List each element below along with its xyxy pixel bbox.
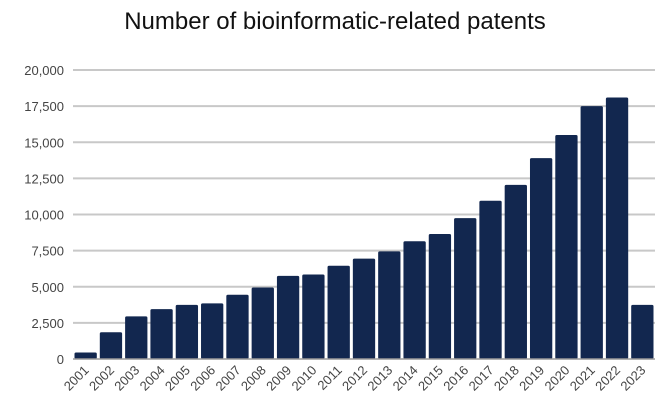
x-tick-label: 2012 xyxy=(339,363,370,394)
x-tick-label: 2013 xyxy=(364,363,395,394)
bar-2008 xyxy=(251,287,274,359)
x-tick-label: 2003 xyxy=(111,363,142,394)
bar-2003 xyxy=(125,316,148,359)
y-tick-label: 20,000 xyxy=(24,63,64,78)
x-tick-label: 2014 xyxy=(390,363,421,394)
bar-2016 xyxy=(454,218,477,359)
bar-2006 xyxy=(201,303,224,359)
bar-2022 xyxy=(605,97,629,359)
bar-2018 xyxy=(504,184,527,359)
bar-2015 xyxy=(428,234,452,359)
bar-2005 xyxy=(175,304,199,359)
bar-2011 xyxy=(327,265,350,359)
bar-2017 xyxy=(479,200,502,359)
x-tick-label: 2004 xyxy=(137,363,168,394)
y-tick-label: 15,000 xyxy=(24,135,64,150)
bar-2004 xyxy=(150,309,173,359)
x-tick-label: 2005 xyxy=(162,363,193,394)
x-tick-label: 2019 xyxy=(516,363,547,394)
y-tick-label: 12,500 xyxy=(24,171,64,186)
bar-2010 xyxy=(302,274,325,359)
x-tick-label: 2007 xyxy=(213,363,244,394)
y-tick-label: 0 xyxy=(57,352,64,367)
x-tick-label: 2023 xyxy=(617,363,648,394)
x-tick-label: 2009 xyxy=(263,363,294,394)
x-tick-label: 2011 xyxy=(314,363,344,393)
y-tick-label: 2,500 xyxy=(31,316,64,331)
x-tick-label: 2021 xyxy=(567,363,598,394)
x-tick-label: 2016 xyxy=(440,363,471,394)
x-tick-label: 2017 xyxy=(466,363,497,394)
x-tick-label: 2010 xyxy=(288,363,319,394)
bar-2019 xyxy=(529,158,553,359)
x-tick-label: 2015 xyxy=(415,363,446,394)
x-tick-label: 2020 xyxy=(541,363,572,394)
bar-2009 xyxy=(276,275,300,359)
bar-2007 xyxy=(226,294,249,359)
bar-2012 xyxy=(352,258,376,359)
y-tick-label: 7,500 xyxy=(31,244,64,259)
bar-2020 xyxy=(555,135,578,359)
bar-2014 xyxy=(403,241,426,359)
y-tick-label: 17,500 xyxy=(24,99,64,114)
bar-2021 xyxy=(580,106,603,359)
y-tick-label: 10,000 xyxy=(24,208,64,223)
x-tick-label: 2006 xyxy=(187,363,218,394)
x-tick-label: 2002 xyxy=(86,363,117,394)
bar-2002 xyxy=(99,332,123,359)
chart-title: Number of bioinformatic-related patents xyxy=(124,8,546,35)
y-tick-label: 5,000 xyxy=(31,280,64,295)
x-tick-label: 2022 xyxy=(592,363,623,394)
bar-2013 xyxy=(378,251,401,359)
x-tick-label: 2008 xyxy=(238,363,269,394)
bar-2023 xyxy=(631,304,654,359)
x-tick-label: 2001 xyxy=(61,363,92,394)
x-tick-label: 2018 xyxy=(491,363,522,394)
bar-2001 xyxy=(74,352,97,359)
